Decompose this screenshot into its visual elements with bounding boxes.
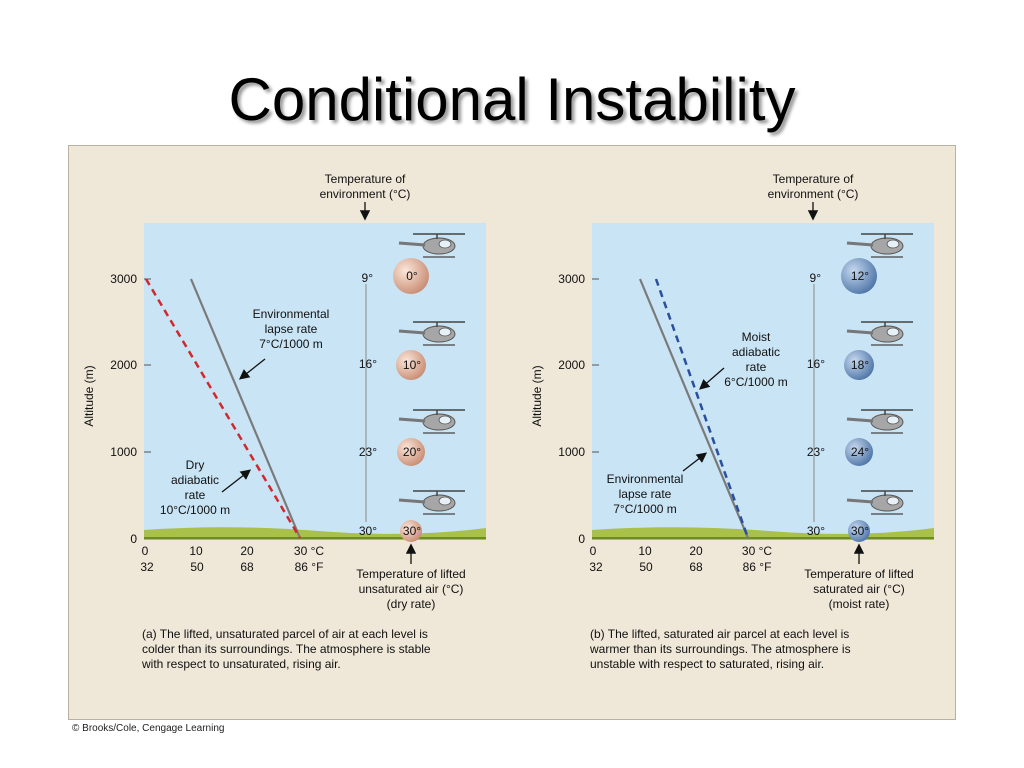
x-tick-f: 32 xyxy=(589,560,603,574)
panel-b-lifted-label: (moist rate) xyxy=(829,597,890,611)
panel-b-lifted-label: saturated air (°C) xyxy=(813,582,905,596)
panel-a-environmental-lapse-line xyxy=(189,278,302,539)
panel-b-moist-label: adiabatic xyxy=(732,345,780,359)
panel-b-moist-adiabatic-line xyxy=(654,278,750,539)
x-tick-c: 10 xyxy=(189,544,203,558)
y-tick: 2000 xyxy=(110,358,137,372)
panel-a-env-temp: 9° xyxy=(362,271,374,285)
x-tick-c: 20 xyxy=(240,544,254,558)
x-tick-c: 0 xyxy=(590,544,597,558)
helicopter-icon xyxy=(846,409,913,434)
helicopter-icon xyxy=(846,233,913,258)
panel-a-env-label: Environmental xyxy=(253,307,330,321)
panel-a-env-temp: 30° xyxy=(359,524,377,538)
panel-a-y-axis-label: Altitude (m) xyxy=(82,365,96,426)
helicopter-icon xyxy=(398,233,465,258)
x-tick-c: 0 xyxy=(142,544,149,558)
panel-a-parcel-temp: 20° xyxy=(403,445,421,459)
helicopter-icon xyxy=(398,321,465,346)
panel-b-parcel-temp: 30° xyxy=(851,524,869,538)
y-tick: 3000 xyxy=(110,272,137,286)
y-tick: 0 xyxy=(130,532,137,546)
panel-b-parcel-temp: 18° xyxy=(851,358,869,372)
panel-a-caption: colder than its surroundings. The atmosp… xyxy=(142,642,431,656)
panel-b-env-label: Environmental xyxy=(607,472,684,486)
y-tick: 3000 xyxy=(558,272,585,286)
panel-b-y-axis-label: Altitude (m) xyxy=(530,365,544,426)
panel-a-ground xyxy=(144,527,486,540)
y-tick: 0 xyxy=(578,532,585,546)
panel-a-env-label: lapse rate xyxy=(265,322,318,336)
panel-a-parcel-temp: 30° xyxy=(403,524,421,538)
helicopter-icon xyxy=(398,409,465,434)
panel-a-lifted-label: Temperature of lifted xyxy=(356,567,465,581)
panel-a-lifted-label: unsaturated air (°C) xyxy=(359,582,464,596)
panel-a-dry-label: 10°C/1000 m xyxy=(160,503,230,517)
panel-b-env-temp: 30° xyxy=(807,524,825,538)
x-tick-c: 20 xyxy=(689,544,703,558)
panel-a-env-header: Temperature of xyxy=(325,172,406,186)
panel-a-caption: (a) The lifted, unsaturated parcel of ai… xyxy=(142,627,428,641)
panel-b-environmental-lapse-line xyxy=(638,278,750,539)
panel-a: 3000 2000 1000 0 Altitude (m) 0 10 20 30… xyxy=(82,172,486,671)
x-tick-f: 86 °F xyxy=(743,560,772,574)
helicopter-icon xyxy=(846,321,913,346)
x-tick-c: 10 xyxy=(638,544,652,558)
x-tick-f: 68 xyxy=(240,560,254,574)
panel-a-sky xyxy=(144,223,486,540)
panel-a-parcel-temp: 0° xyxy=(406,269,418,283)
panel-a-caption: with respect to unsaturated, rising air. xyxy=(141,657,341,671)
panel-b-parcel-balloon xyxy=(841,258,877,542)
helicopter-icon xyxy=(846,490,913,515)
panel-b-lifted-label: Temperature of lifted xyxy=(804,567,913,581)
panel-b: 3000 2000 1000 0 Altitude (m) 0 10 20 30… xyxy=(530,172,934,671)
x-tick-c: 30 °C xyxy=(294,544,324,558)
x-tick-f: 68 xyxy=(689,560,703,574)
x-tick-f: 50 xyxy=(190,560,204,574)
panel-b-caption: unstable with respect to saturated, risi… xyxy=(590,657,824,671)
panel-b-moist-label: rate xyxy=(746,360,767,374)
helicopter-icon xyxy=(398,490,465,515)
panel-a-dry-label: Dry xyxy=(186,458,205,472)
panel-a-parcel-balloon xyxy=(393,258,429,542)
panel-b-env-temp: 23° xyxy=(807,445,825,459)
panel-b-parcel-temp: 24° xyxy=(851,445,869,459)
panel-b-env-temp: 9° xyxy=(810,271,822,285)
panel-a-parcel-temp: 10° xyxy=(403,358,421,372)
figure: 3000 2000 1000 0 Altitude (m) 0 10 20 30… xyxy=(68,145,956,720)
panel-a-env-label: 7°C/1000 m xyxy=(259,337,323,351)
x-tick-f: 50 xyxy=(639,560,653,574)
copyright-credit: © Brooks/Cole, Cengage Learning xyxy=(72,723,225,734)
panel-a-env-temp: 23° xyxy=(359,445,377,459)
panel-b-env-header: Temperature of xyxy=(773,172,854,186)
y-tick: 2000 xyxy=(558,358,585,372)
panel-a-env-header: environment (°C) xyxy=(320,187,411,201)
panel-a-dry-label: rate xyxy=(185,488,206,502)
x-tick-c: 30 °C xyxy=(742,544,772,558)
panel-a-env-temp: 16° xyxy=(359,357,377,371)
panel-b-env-label: lapse rate xyxy=(619,487,672,501)
panel-b-ground xyxy=(592,527,934,540)
y-tick: 1000 xyxy=(110,445,137,459)
panel-b-moist-label: 6°C/1000 m xyxy=(724,375,788,389)
y-tick: 1000 xyxy=(558,445,585,459)
panel-b-env-header: environment (°C) xyxy=(768,187,859,201)
panel-b-env-temp: 16° xyxy=(807,357,825,371)
panel-b-env-label: 7°C/1000 m xyxy=(613,502,677,516)
panel-b-sky xyxy=(592,223,934,540)
panel-b-moist-label: Moist xyxy=(742,330,771,344)
x-tick-f: 32 xyxy=(140,560,154,574)
panel-b-parcel-temp: 12° xyxy=(851,269,869,283)
panel-a-dry-label: adiabatic xyxy=(171,473,219,487)
panel-a-lifted-label: (dry rate) xyxy=(387,597,436,611)
slide-title: Conditional Instability xyxy=(228,66,796,133)
panel-b-caption: warmer than its surroundings. The atmosp… xyxy=(589,642,851,656)
panel-a-dry-adiabatic-line xyxy=(144,278,302,539)
panel-b-caption: (b) The lifted, saturated air parcel at … xyxy=(590,627,849,641)
x-tick-f: 86 °F xyxy=(295,560,324,574)
panel-a-y-ticks: 3000 2000 1000 0 xyxy=(110,272,137,546)
